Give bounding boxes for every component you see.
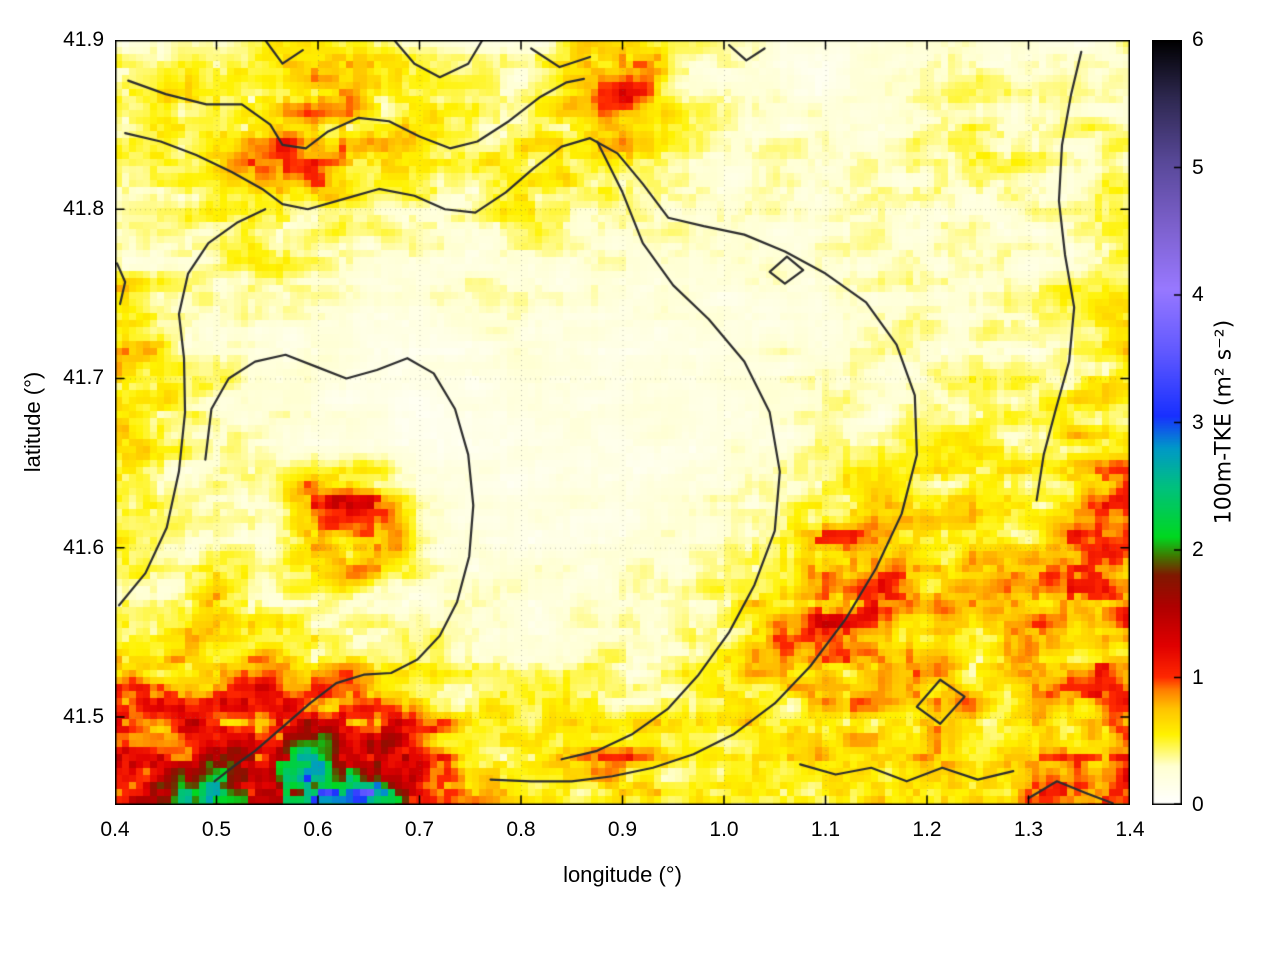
x-tick-label: 1.1	[810, 818, 841, 841]
x-tick-label: 1.3	[1013, 818, 1044, 841]
y-tick-label: 41.7	[63, 366, 104, 390]
x-tick-label: 1.2	[912, 818, 942, 841]
x-axis-label: longitude (°)	[563, 862, 682, 887]
x-tick-label: 1.4	[1115, 818, 1145, 841]
x-tick-label: 0.5	[201, 818, 232, 841]
y-tick-label: 41.5	[63, 704, 104, 728]
x-tick-label: 1.0	[709, 818, 739, 841]
colorbar-canvas	[1152, 40, 1182, 805]
x-tick-label: 0.8	[506, 818, 536, 841]
x-tick-label: 0.4	[100, 818, 130, 841]
cb-tick-label: 4	[1192, 283, 1204, 306]
y-tick-label: 41.8	[63, 197, 104, 221]
y-tick-label: 41.9	[63, 28, 104, 51]
cb-tick-label: 3	[1192, 410, 1204, 434]
x-tick-label: 0.7	[404, 818, 435, 841]
cb-tick-label: 2	[1192, 538, 1204, 561]
heatmap-plot-canvas	[115, 40, 1130, 805]
cb-tick-label: 5	[1192, 155, 1204, 179]
cb-tick-label: 0	[1192, 793, 1204, 816]
cb-tick-label: 6	[1192, 28, 1204, 51]
x-tick-label: 0.9	[607, 818, 638, 841]
y-tick-label: 41.6	[63, 535, 104, 559]
cb-tick-label: 1	[1192, 665, 1204, 689]
x-tick-label: 0.6	[303, 818, 333, 841]
